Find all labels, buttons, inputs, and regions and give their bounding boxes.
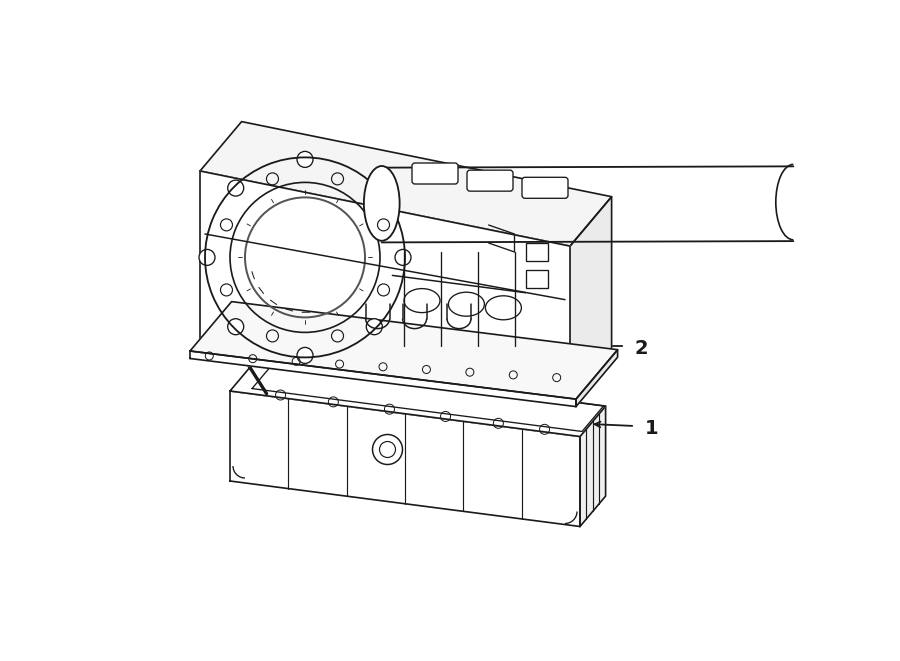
Text: 1: 1: [645, 418, 659, 438]
Circle shape: [228, 180, 244, 196]
Polygon shape: [200, 171, 570, 399]
Circle shape: [228, 319, 244, 334]
Polygon shape: [190, 301, 617, 399]
Polygon shape: [570, 197, 612, 399]
Bar: [526, 243, 547, 261]
Text: 2: 2: [635, 338, 649, 358]
Circle shape: [366, 319, 382, 334]
Circle shape: [373, 434, 402, 465]
FancyBboxPatch shape: [522, 177, 568, 198]
Bar: [526, 270, 547, 288]
Ellipse shape: [364, 166, 400, 241]
Polygon shape: [190, 351, 576, 407]
Polygon shape: [580, 406, 606, 527]
Circle shape: [395, 249, 411, 266]
Circle shape: [199, 249, 215, 266]
FancyBboxPatch shape: [467, 170, 513, 191]
Polygon shape: [576, 350, 617, 407]
Circle shape: [297, 151, 313, 167]
FancyBboxPatch shape: [412, 163, 458, 184]
Circle shape: [297, 348, 313, 364]
Polygon shape: [230, 391, 580, 527]
Circle shape: [366, 180, 382, 196]
Polygon shape: [230, 361, 606, 436]
Polygon shape: [200, 122, 612, 246]
